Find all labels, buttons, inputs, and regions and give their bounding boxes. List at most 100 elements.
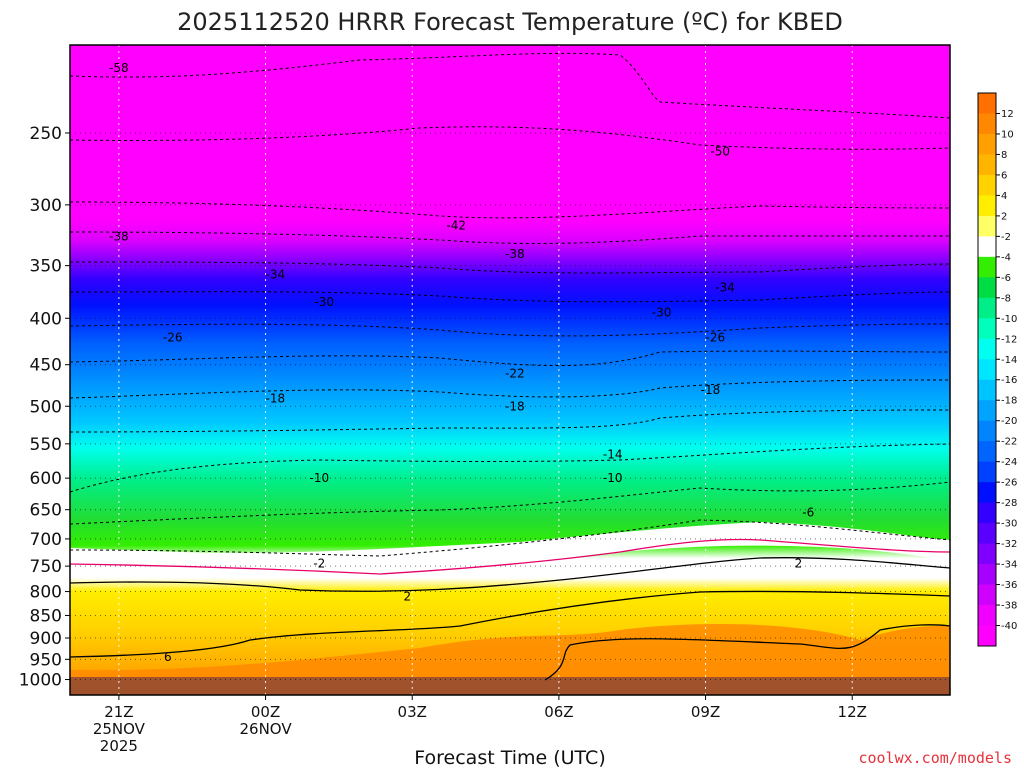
isotherm-plus-6	[69, 590, 951, 658]
contour-label: -50	[710, 144, 730, 158]
colorbar-tick-label: -28	[1001, 498, 1017, 509]
freezing-line-magenta	[69, 538, 951, 575]
contour-label: 6	[164, 650, 172, 664]
contour-label: -42	[446, 218, 466, 232]
colorbar-swatch	[978, 625, 996, 647]
contour-label: -22	[505, 366, 525, 380]
colorbar-swatch	[978, 174, 996, 196]
colorbar-tick-label: -26	[1001, 478, 1017, 489]
contour-label: -18	[505, 399, 525, 413]
colorbar-swatch	[978, 502, 996, 524]
contour-line-58	[69, 52, 951, 119]
colorbar-swatch	[978, 215, 996, 237]
colorbar-frame	[977, 92, 997, 647]
colorbar-tick-label: -24	[1001, 457, 1017, 468]
isotherm-plus-2	[69, 557, 951, 592]
contour-label: -14	[603, 447, 623, 461]
colorbar-tick-label: -36	[1001, 580, 1017, 591]
y-tick-label: 550	[30, 435, 62, 455]
colorbar-swatch	[978, 543, 996, 565]
colorbar-swatch	[978, 564, 996, 586]
contour-line-34	[69, 261, 951, 274]
colorbar-swatch	[978, 523, 996, 545]
colorbar-tick-label: -10	[1001, 314, 1017, 325]
colorbar-tick-label: 8	[1001, 150, 1007, 161]
contour-label: -10	[603, 471, 623, 485]
contour-label: -18	[701, 383, 721, 397]
x-tick-label: 12Z	[838, 703, 867, 721]
colorbar-tick-label: -6	[1001, 273, 1011, 284]
colorbar-tick-label: -18	[1001, 396, 1017, 407]
x-tick-label: 2025	[100, 737, 138, 755]
contour-label: -30	[314, 295, 334, 309]
colorbar-tick-label: -4	[1001, 252, 1011, 263]
colorbar-swatch	[978, 461, 996, 483]
isotherm-plus-8	[544, 624, 951, 681]
plot-area: -58-50-42-38-38-34-34-30-30-26 -26-22-18-…	[69, 44, 951, 696]
contour-label: -18	[266, 391, 286, 405]
colorbar-swatch	[978, 154, 996, 176]
y-axis: 250 300 350 400 450 500 550 600 650 700 750 800 850 9…	[19, 124, 70, 691]
contour-label: -34	[266, 268, 286, 282]
colorbar-tick-label: -12	[1001, 334, 1017, 345]
contour-line-14	[69, 409, 951, 433]
contour-lines	[69, 52, 951, 681]
colorbar-tick-label: -34	[1001, 560, 1017, 571]
colorbar-swatch	[978, 359, 996, 381]
colorbar-legend: 12 10 8 6 4 2 -2 -4 -6 -8 -10 -12 -14 -16 -18 -20 -22 -24…	[977, 92, 1017, 647]
y-tick-label: 900	[30, 629, 62, 649]
y-tick-label: 600	[30, 469, 62, 489]
x-tick-label: 06Z	[544, 703, 573, 721]
grid-lines	[70, 45, 950, 695]
contour-line-26	[69, 323, 951, 337]
y-tick-label: 850	[30, 606, 62, 626]
colorbar-tick-label: -2	[1001, 232, 1011, 243]
temperature-field	[70, 45, 950, 695]
y-tick-label: 950	[30, 650, 62, 670]
colorbar-swatch	[978, 584, 996, 606]
contour-label: -6	[802, 506, 814, 520]
contour-label: -26	[163, 331, 183, 345]
colorbar-tick-label: -40	[1001, 621, 1017, 632]
colorbar-swatch	[978, 441, 996, 463]
y-tick-label: 350	[30, 257, 62, 277]
surface-ground	[70, 677, 950, 695]
colorbar-tick-label: 10	[1001, 129, 1014, 140]
contour-line-22	[69, 350, 951, 367]
colorbar-swatch	[978, 379, 996, 401]
x-axis-label: Forecast Time (UTC)	[414, 747, 605, 768]
contour-label: 2	[404, 589, 412, 603]
colorbar-tick-label: -8	[1001, 293, 1011, 304]
x-tick-label: 21Z	[104, 703, 133, 721]
contour-line-42	[69, 201, 951, 219]
contour-label: -10	[310, 471, 330, 485]
colorbar-swatch	[978, 318, 996, 340]
y-tick-label: 250	[30, 124, 62, 144]
y-tick-label: 700	[30, 530, 62, 550]
colorbar-swatch	[978, 133, 996, 155]
colorbar-swatch	[978, 420, 996, 442]
colorbar-tick-label: -32	[1001, 539, 1017, 550]
colorbar-swatch	[978, 482, 996, 504]
x-tick-label: 03Z	[398, 703, 427, 721]
contour-label: -2	[313, 556, 325, 570]
contour-line-50	[69, 126, 951, 150]
y-tick-label: 450	[30, 356, 62, 376]
contour-line-18	[69, 379, 951, 399]
colorbar-tick-label: 12	[1001, 109, 1014, 120]
credit-text: coolwx.com/models	[858, 749, 1012, 767]
colorbar-swatch	[978, 236, 996, 258]
y-tick-label: 300	[30, 196, 62, 216]
colorbar-tick-label: -22	[1001, 437, 1017, 448]
contour-label: -34	[715, 281, 735, 295]
contour-line-38	[69, 231, 950, 244]
y-tick-label: 1000	[19, 671, 62, 691]
colorbar-swatch	[978, 113, 996, 135]
colorbar-swatch	[978, 195, 996, 217]
x-tick-label: 26NOV	[239, 720, 292, 738]
y-tick-label: 650	[30, 501, 62, 521]
contour-line-2	[69, 519, 951, 557]
colorbar-tick-label: -20	[1001, 416, 1017, 427]
